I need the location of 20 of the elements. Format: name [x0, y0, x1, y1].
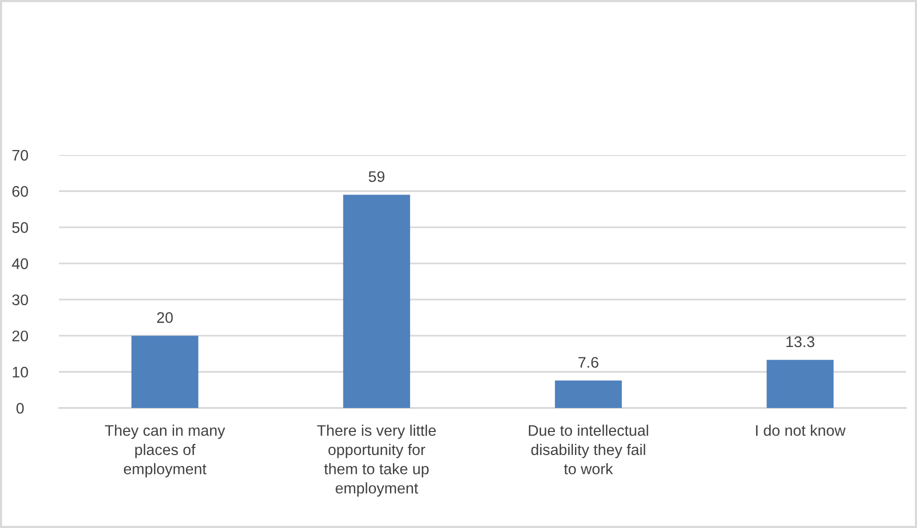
x-tick-label: Due to intellectual disability they fail to work: [528, 424, 648, 474]
y-tick-label: 40: [12, 258, 28, 270]
bar: [343, 194, 410, 408]
x-tick-label: They can in many places of employment: [104, 424, 226, 478]
data-label: 59: [368, 171, 384, 182]
x-tick-label: I do not know: [756, 424, 846, 436]
bar: [131, 336, 198, 408]
x-tick-label: There is very little opportunity for them to take up employment: [317, 424, 436, 497]
y-tick-label: 60: [12, 186, 28, 197]
data-label: 20: [157, 312, 173, 323]
y-tick-label: 0: [16, 402, 24, 414]
y-tick-label: 70: [12, 150, 28, 161]
bar: [766, 360, 834, 408]
y-tick-label: 30: [12, 294, 28, 306]
y-tick-label: 20: [12, 330, 28, 342]
y-tick-label: 10: [12, 366, 28, 378]
bar: [554, 380, 622, 408]
y-tick-label: 50: [12, 222, 28, 233]
data-label: 7.6: [578, 356, 598, 368]
data-label: 13.3: [786, 336, 814, 348]
